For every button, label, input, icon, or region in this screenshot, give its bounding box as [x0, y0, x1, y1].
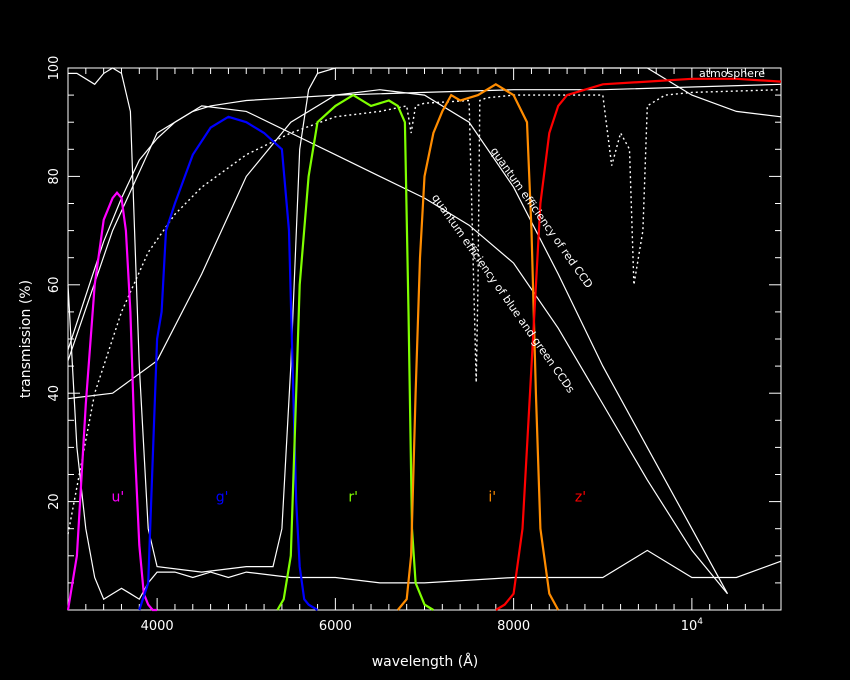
y-tick-label: 100: [47, 56, 62, 81]
filter-curve-u: [66, 190, 158, 612]
curve-atmosphere: [67, 83, 782, 350]
x-axis-label: wavelength (Å): [372, 653, 479, 670]
filter-label-i: i': [488, 490, 496, 506]
filter-label-g: g': [216, 490, 229, 506]
y-axis-label: transmission (%): [18, 280, 34, 398]
filter-label-u: u': [112, 490, 125, 506]
x-tick-label: 4000: [141, 619, 174, 634]
curve-u-red-leak-solid-thin: [67, 284, 782, 601]
y-tick-label: 60: [47, 277, 62, 294]
curve-atmospheric-transmission-dotted: [67, 89, 782, 535]
x-tick-label: 6000: [319, 619, 352, 634]
filter-label-z: z': [575, 490, 586, 506]
annotation-atmosphere: atmosphere: [699, 67, 765, 80]
curve-filter-envelope-solid-thin: [68, 67, 782, 573]
filter-curve-z: [495, 77, 782, 611]
y-tick-label: 20: [47, 493, 62, 510]
y-tick-label: 80: [47, 168, 62, 185]
y-tick-label: 40: [47, 385, 62, 402]
x-tick-label: 8000: [497, 619, 530, 634]
white-curves: [67, 67, 782, 601]
filter-curve-g: [138, 115, 319, 611]
x-tick-exponent: 4: [697, 617, 703, 627]
curve-quantum-efficiency-of-blue-and-green-ccds: [67, 105, 728, 595]
filter-label-r: r': [348, 490, 358, 506]
filter-curves: [66, 77, 782, 612]
filter-curve-i: [396, 83, 560, 611]
curve-quantum-efficiency-of-red-ccd: [67, 89, 729, 594]
